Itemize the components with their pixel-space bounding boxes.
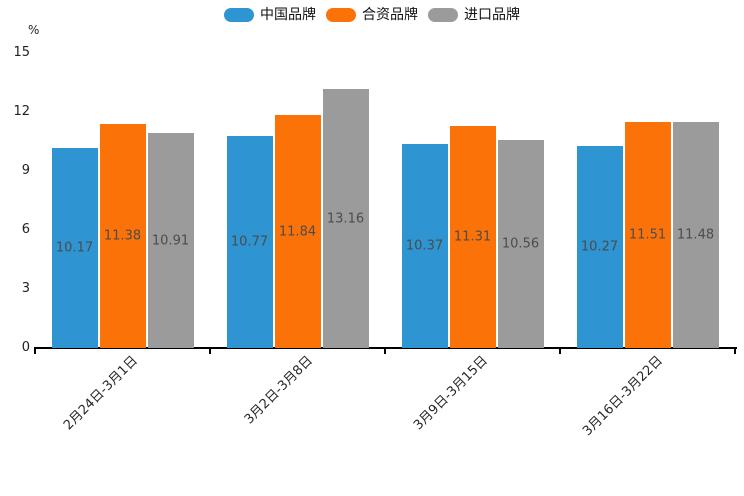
bar: 10.37 (401, 144, 448, 348)
legend-item[interactable]: 合资品牌 (326, 8, 418, 22)
x-axis-category-label: 3月16日-3月22日 (579, 353, 666, 440)
bar: 11.84 (274, 115, 321, 348)
bar-value-label: 11.31 (453, 229, 492, 245)
bar-value-label: 10.27 (580, 239, 619, 255)
bar: 10.91 (147, 133, 194, 348)
x-axis-tick (734, 349, 736, 354)
legend-item[interactable]: 进口品牌 (428, 8, 520, 22)
bar: 11.38 (99, 124, 146, 348)
legend-marker (428, 8, 458, 22)
bar-value-label: 11.84 (278, 224, 317, 240)
x-axis-tick (34, 349, 36, 354)
bar: 10.77 (226, 136, 273, 348)
legend-item[interactable]: 中国品牌 (224, 8, 316, 22)
legend-marker (224, 8, 254, 22)
legend-item-label: 中国品牌 (260, 7, 316, 23)
x-axis-line (34, 347, 737, 349)
bar: 11.51 (624, 121, 671, 348)
bar: 10.27 (576, 146, 623, 348)
x-axis-tick (384, 349, 386, 354)
bar: 11.48 (672, 122, 719, 348)
bar: 13.16 (322, 89, 369, 348)
x-axis-category-label: 3月2日-3月8日 (241, 353, 316, 428)
x-axis-tick (559, 349, 561, 354)
x-axis-category-label: 2月24日-3月1日 (60, 353, 141, 434)
bar-value-label: 10.77 (230, 234, 269, 250)
bar-value-label: 10.56 (501, 236, 540, 252)
bar-value-label: 10.91 (151, 233, 190, 249)
y-axis-tick-label: 0 (21, 340, 30, 355)
y-axis-tick-label: 3 (21, 281, 30, 296)
y-axis-tick-label: 12 (13, 104, 30, 119)
bar-value-label: 10.17 (55, 240, 94, 256)
legend-marker (326, 8, 356, 22)
bar-value-label: 11.51 (628, 227, 667, 243)
bar-value-label: 11.48 (676, 227, 715, 243)
legend-item-label: 进口品牌 (464, 7, 520, 23)
y-axis-tick-label: 15 (13, 45, 30, 60)
bar-value-label: 11.38 (103, 228, 142, 244)
bar: 10.56 (497, 140, 544, 348)
x-axis-tick (209, 349, 211, 354)
legend: 中国品牌 合资品牌 进口品牌 (0, 8, 744, 22)
y-axis-tick-label: 6 (21, 222, 30, 237)
y-axis-tick-label: 9 (21, 163, 30, 178)
legend-item-label: 合资品牌 (362, 7, 418, 23)
bar: 10.17 (51, 147, 98, 348)
x-axis-category-label: 3月9日-3月15日 (410, 353, 491, 434)
bar: 11.31 (449, 125, 496, 348)
y-axis-unit-label: % (28, 23, 40, 37)
bar-value-label: 10.37 (405, 238, 444, 254)
bar-value-label: 13.16 (326, 211, 365, 227)
